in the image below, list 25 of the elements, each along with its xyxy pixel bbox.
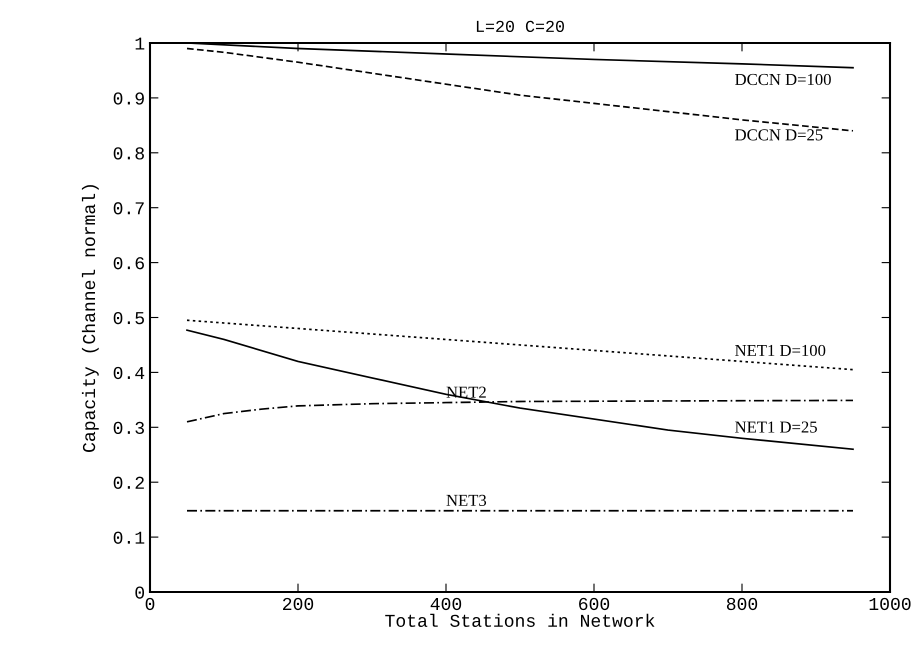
y-tick-label: 0.9	[114, 92, 144, 105]
chart-title: L=20 C=20	[476, 20, 564, 32]
x-tick-label: 200	[283, 598, 314, 610]
series-label: NET1 D=25	[735, 421, 817, 433]
series-label: DCCN D=100	[735, 74, 831, 86]
y-tick-label: 0.5	[114, 312, 144, 324]
y-tick-label: 0.3	[114, 422, 144, 434]
y-tick-label: 0	[135, 586, 144, 599]
series-label: DCCN D=25	[735, 129, 823, 140]
x-tick-label: 400	[430, 598, 462, 610]
x-tick-label: 0	[146, 598, 154, 610]
x-tick-label: 800	[726, 598, 758, 610]
y-tick-label: 1	[136, 38, 144, 50]
y-tick-label: 0.8	[114, 147, 144, 160]
y-tick-label: 0.4	[114, 366, 144, 380]
y-tick-label: 0.6	[114, 257, 144, 270]
series-label: NET3	[446, 494, 486, 506]
x-axis-title: Total Stations in Network	[385, 614, 655, 627]
y-tick-label: 0.2	[114, 476, 144, 489]
x-tick-label: 1000	[870, 598, 911, 610]
y-tick-label: 0.1	[114, 532, 144, 544]
y-tick-label: 0.7	[114, 202, 144, 214]
x-tick-label: 600	[579, 598, 610, 610]
y-axis-title: Capacity (Channel normal)	[82, 185, 99, 452]
series-label: NET1 D=100	[735, 344, 826, 356]
